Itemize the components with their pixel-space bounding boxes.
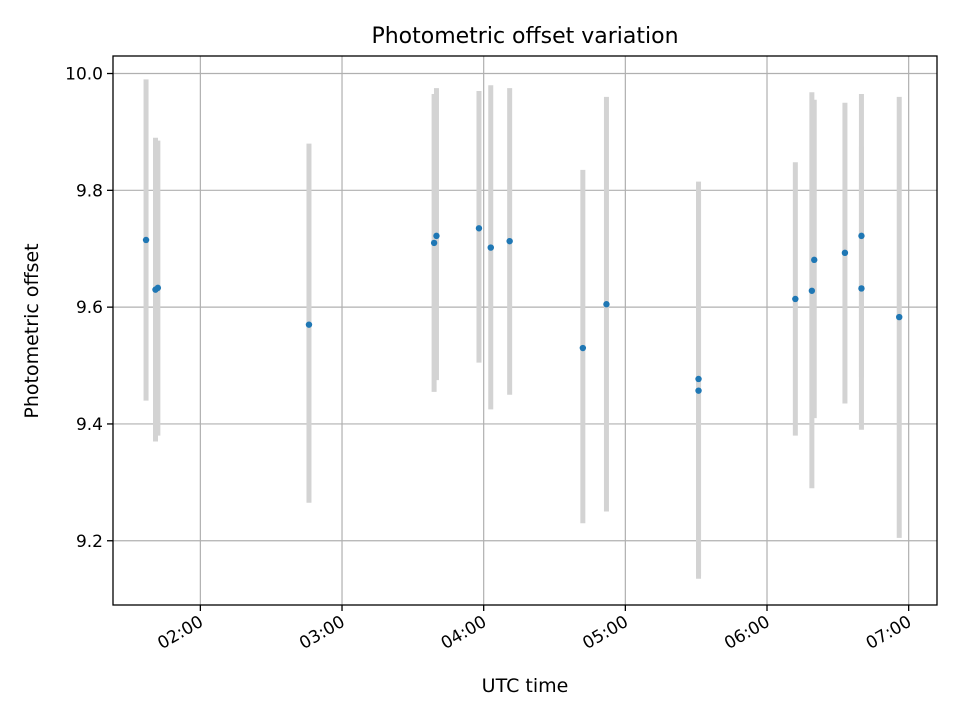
data-point (858, 232, 865, 240)
data-point (579, 344, 587, 352)
y-tick-label: 9.6 (76, 298, 103, 318)
x-tick-label: 07:00 (863, 612, 915, 654)
data-point (808, 287, 816, 294)
data-point (430, 239, 438, 247)
x-axis-ticks: 02:00 03:00 04:00 05:00 06:00 07:00 (154, 605, 915, 654)
x-tick-label: 05:00 (579, 612, 631, 654)
data-point (695, 375, 702, 383)
data-point (506, 237, 513, 245)
plot-frame (112, 55, 938, 606)
y-axis-ticks: 9.2 9.4 9.6 9.8 10.0 (65, 65, 113, 552)
x-tick-label: 02:00 (154, 612, 206, 654)
y-axis-label: Photometric offset (21, 243, 43, 418)
x-tick-label: 03:00 (296, 612, 348, 654)
x-axis-label: UTC time (482, 675, 569, 697)
data-point (792, 295, 799, 303)
x-tick-label: 06:00 (721, 612, 773, 654)
data-points (142, 225, 903, 394)
data-point (433, 232, 440, 240)
data-point (841, 249, 849, 257)
data-point (695, 387, 702, 394)
chart-title: Photometric offset variation (371, 24, 678, 49)
data-point (475, 225, 483, 232)
data-point (603, 301, 610, 308)
y-tick-label: 9.4 (76, 415, 103, 435)
data-point (142, 236, 150, 244)
y-tick-label: 9.2 (76, 532, 103, 552)
grid-lines (113, 56, 937, 605)
data-point (305, 321, 313, 328)
error-bars (143, 79, 902, 579)
data-point (896, 313, 903, 321)
data-point (154, 284, 162, 292)
data-point (811, 256, 818, 264)
y-tick-label: 10.0 (65, 65, 103, 85)
data-point (487, 244, 494, 251)
y-tick-label: 9.8 (76, 181, 103, 201)
data-point (858, 285, 865, 292)
x-tick-label: 04:00 (438, 612, 490, 654)
